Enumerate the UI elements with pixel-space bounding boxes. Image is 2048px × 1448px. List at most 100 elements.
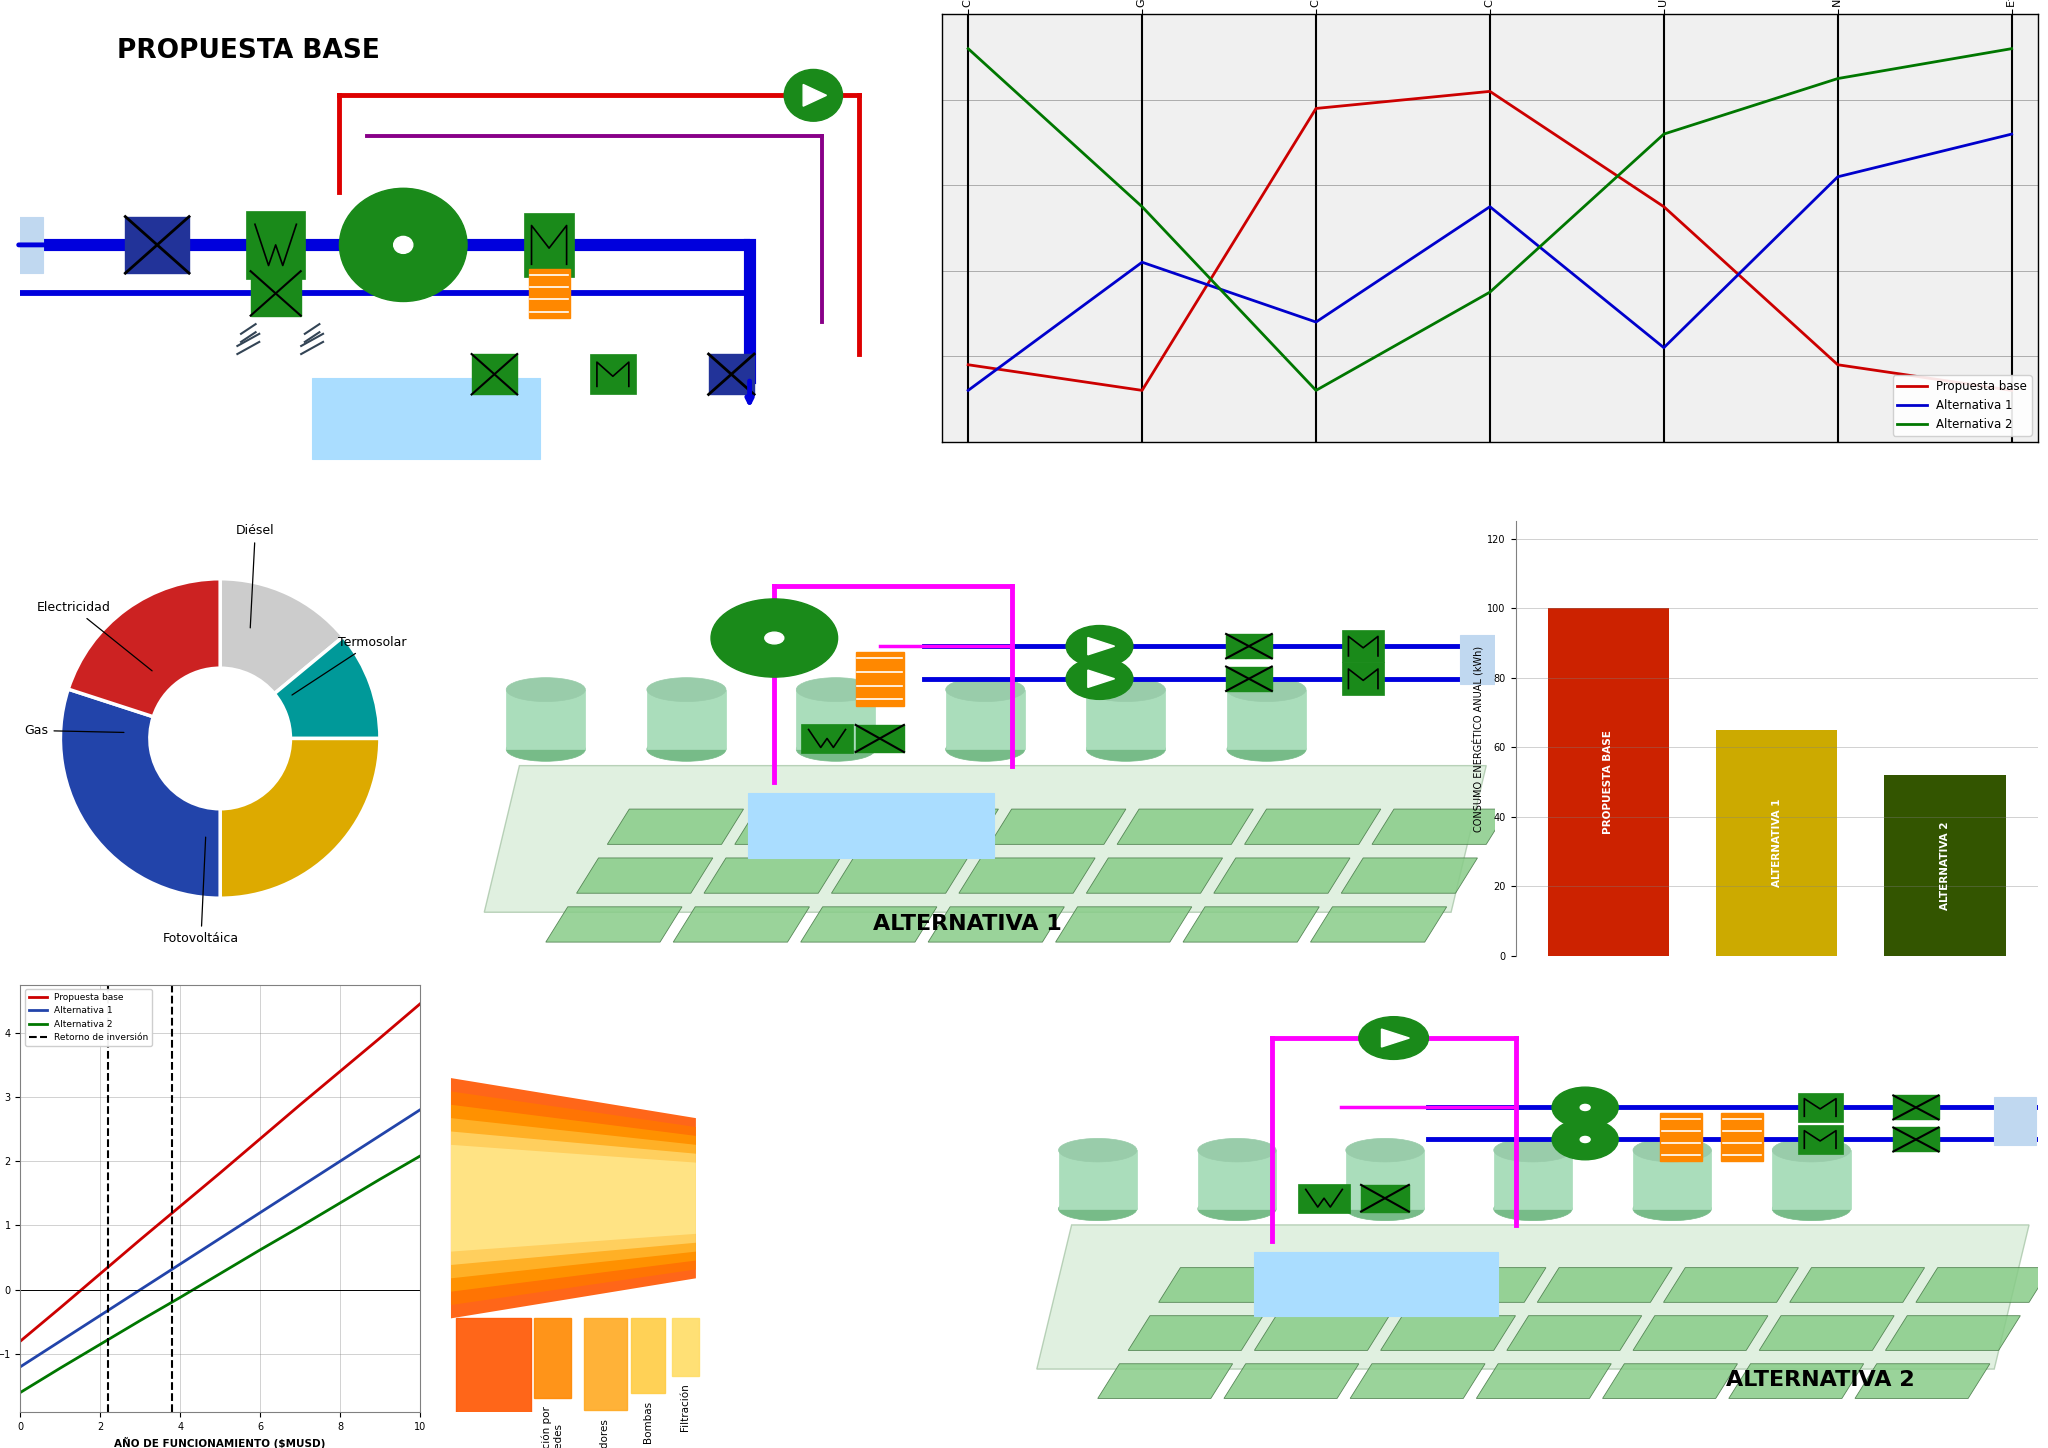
Circle shape [764,633,784,644]
Polygon shape [1663,1267,1798,1302]
Polygon shape [1411,1267,1546,1302]
Polygon shape [1602,1364,1737,1399]
Polygon shape [1128,1316,1264,1351]
Wedge shape [61,689,219,898]
Legend: Propuesta base, Alternativa 1, Alternativa 2, Retorno de inversión: Propuesta base, Alternativa 1, Alternati… [25,989,152,1045]
Polygon shape [1098,1364,1233,1399]
Polygon shape [1477,1364,1612,1399]
Bar [457,1318,530,1448]
Circle shape [711,599,838,678]
X-axis label: AÑO DE FUNCIONAMIENTO ($MUSD): AÑO DE FUNCIONAMIENTO ($MUSD) [115,1436,326,1448]
Bar [1493,1150,1573,1209]
Polygon shape [1507,1316,1642,1351]
Bar [1772,1150,1851,1209]
Polygon shape [1036,1225,2030,1370]
Bar [1059,1150,1137,1209]
Polygon shape [705,857,840,893]
Circle shape [1552,1087,1618,1128]
Ellipse shape [1227,737,1307,762]
Polygon shape [451,1079,696,1318]
Polygon shape [451,1105,696,1292]
Ellipse shape [647,678,725,701]
Ellipse shape [1059,1197,1137,1221]
Polygon shape [803,84,827,106]
Polygon shape [451,1092,696,1305]
Wedge shape [219,579,344,694]
Ellipse shape [1772,1138,1851,1161]
Bar [1995,1096,2036,1145]
Ellipse shape [1227,678,1307,701]
Polygon shape [578,857,713,893]
Bar [311,378,541,459]
Text: Gas: Gas [25,724,125,737]
Ellipse shape [1198,1197,1276,1221]
Bar [709,353,754,394]
Polygon shape [545,906,682,943]
Text: ALTERNATIVA 1: ALTERNATIVA 1 [1772,798,1782,888]
Circle shape [784,70,842,122]
Polygon shape [1085,857,1223,893]
Polygon shape [608,809,743,844]
Polygon shape [862,809,999,844]
Text: Ventiladores: Ventiladores [600,1418,610,1448]
Bar [1892,1096,1939,1119]
Ellipse shape [1085,678,1165,701]
Polygon shape [1886,1316,2019,1351]
Text: ALTERNATIVA 1: ALTERNATIVA 1 [872,914,1063,934]
Polygon shape [801,906,936,943]
Bar [672,1318,698,1376]
Bar [946,689,1024,750]
Bar [246,210,305,279]
Polygon shape [1382,1030,1409,1047]
Circle shape [1360,1016,1430,1060]
Bar [506,689,586,750]
Polygon shape [1855,1364,1991,1399]
Polygon shape [1790,1267,1925,1302]
Circle shape [340,188,467,301]
Polygon shape [1055,906,1192,943]
Bar [856,725,903,752]
Polygon shape [674,906,809,943]
Bar [1227,666,1272,691]
Bar [1227,689,1307,750]
Ellipse shape [1772,1197,1851,1221]
Bar [532,1318,571,1399]
Ellipse shape [1493,1197,1573,1221]
Ellipse shape [506,678,586,701]
Polygon shape [451,1145,696,1251]
Polygon shape [1225,1364,1360,1399]
Text: Fotovoltáica: Fotovoltáica [164,837,240,944]
Text: Filtración: Filtración [680,1384,690,1431]
Bar [6,217,43,274]
Text: Termosolar: Termosolar [293,636,406,695]
Bar [584,1318,627,1410]
Ellipse shape [647,737,725,762]
Polygon shape [928,906,1065,943]
Bar [1341,663,1384,695]
Polygon shape [1245,809,1380,844]
Text: PROPUESTA BASE: PROPUESTA BASE [1604,730,1614,834]
Polygon shape [958,857,1096,893]
Bar [1362,1184,1409,1212]
Polygon shape [1116,809,1253,844]
Bar [647,689,725,750]
Ellipse shape [1059,1138,1137,1161]
Polygon shape [1184,906,1319,943]
Bar [797,689,874,750]
Bar [1632,1150,1712,1209]
Bar [856,652,903,707]
Ellipse shape [946,678,1024,701]
Bar [1085,689,1165,750]
Polygon shape [1372,809,1507,844]
Text: ALTERNATIVA 2: ALTERNATIVA 2 [1939,821,1950,909]
Polygon shape [1159,1267,1294,1302]
Circle shape [1067,657,1133,699]
Bar [1720,1112,1763,1161]
Polygon shape [451,1118,696,1279]
Bar [1253,1251,1499,1316]
Polygon shape [1538,1267,1671,1302]
Circle shape [1581,1105,1589,1111]
Text: Electricidad: Electricidad [37,601,152,670]
Polygon shape [1284,1267,1419,1302]
Polygon shape [1311,906,1446,943]
